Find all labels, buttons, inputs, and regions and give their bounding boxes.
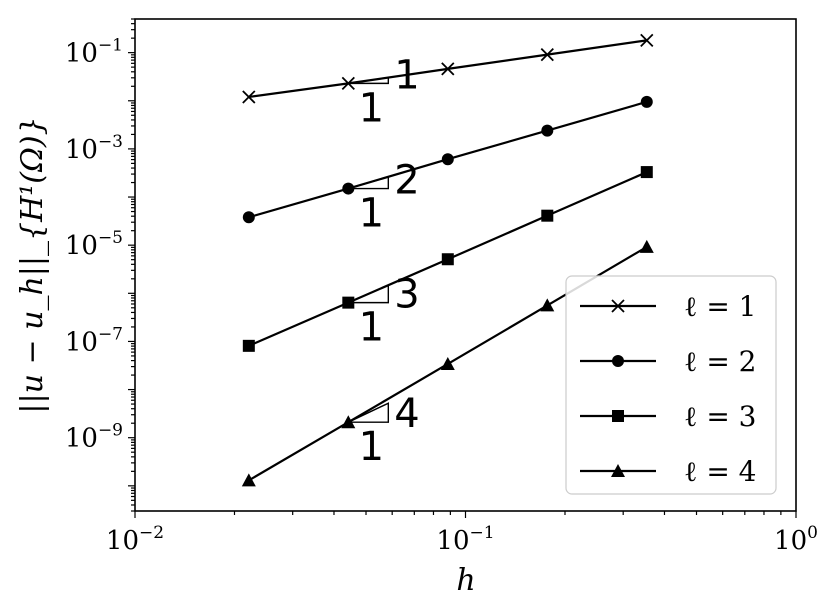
y-tick-label: 10−3	[65, 132, 123, 165]
x-marker-stroke	[611, 299, 625, 313]
legend-marker	[611, 464, 625, 477]
data-point	[540, 298, 555, 312]
legend-items: ℓ = 1 ℓ = 2 ℓ = 3 ℓ = 4	[580, 290, 757, 488]
data-point	[441, 153, 454, 166]
slope-triangle-1: 11	[348, 52, 420, 131]
y-tick-label: 10−1	[65, 36, 123, 69]
legend-item-1: ℓ = 1	[580, 290, 757, 323]
data-point	[441, 62, 455, 76]
series-3	[242, 166, 653, 352]
legend-frame	[565, 275, 777, 495]
y-axis-label: ||u − u_h||_{H¹(Ω)}	[15, 116, 50, 413]
slope-triangle-3: 13	[348, 272, 420, 351]
x-tick-label: 10−1	[436, 523, 494, 556]
legend-item-3: ℓ = 3	[580, 400, 757, 433]
slope-triangle-shape	[348, 402, 390, 423]
data-point	[640, 166, 653, 179]
x-tick-label: 100	[774, 523, 818, 556]
data-point	[640, 95, 653, 108]
slope-triangle-4: 14	[348, 391, 420, 470]
legend-label: ℓ = 2	[684, 345, 757, 378]
slope-rise-label: 1	[394, 52, 419, 98]
data-point	[639, 239, 654, 253]
legend-label: ℓ = 3	[684, 400, 757, 433]
legend: ℓ = 1 ℓ = 2 ℓ = 3 ℓ = 4	[565, 275, 777, 495]
x-marker-stroke	[540, 47, 554, 62]
legend-marker	[612, 355, 624, 367]
data-point	[541, 124, 554, 137]
legend-marker	[611, 299, 625, 313]
x-marker-stroke	[242, 90, 256, 104]
slope-triangle-shape	[348, 175, 390, 190]
slope-triangle-shape	[348, 76, 390, 85]
slope-triangle-shape	[348, 284, 390, 304]
y-tick-label: 10−5	[65, 228, 123, 261]
y-tick-label: 10−9	[65, 421, 123, 454]
data-point	[242, 339, 255, 352]
slope-run-label: 1	[359, 305, 384, 351]
data-point	[541, 209, 554, 222]
data-point	[441, 253, 454, 266]
slope-run-label: 1	[359, 85, 384, 131]
axis-ticks	[128, 18, 797, 518]
data-point	[242, 211, 255, 224]
data-point	[640, 33, 654, 47]
x-axis-label: h	[456, 563, 475, 598]
legend-label: ℓ = 1	[684, 290, 757, 323]
axis-tick-labels: 10−2 10−1 100 10−9 10−7 10−5 10−3 10−1	[65, 36, 818, 556]
legend-item-2: ℓ = 2	[580, 345, 757, 378]
data-point	[440, 356, 455, 370]
slope-rise-label: 3	[394, 272, 419, 318]
slope-run-label: 1	[359, 191, 384, 237]
x-marker-stroke	[441, 62, 455, 76]
slope-rise-label: 2	[394, 158, 419, 204]
series-1	[242, 33, 654, 104]
y-tick-label: 10−7	[65, 324, 123, 357]
x-tick-label: 10−2	[106, 523, 164, 556]
legend-item-4: ℓ = 4	[580, 455, 757, 488]
legend-label: ℓ = 4	[684, 455, 757, 488]
x-marker-stroke	[640, 33, 654, 47]
slope-run-label: 1	[359, 424, 384, 470]
data-point	[242, 90, 256, 104]
slope-rise-label: 4	[394, 391, 419, 437]
series-2	[242, 95, 653, 224]
series-group	[241, 33, 654, 487]
data-point	[540, 47, 554, 62]
data-point	[241, 473, 256, 487]
slope-triangle-2: 12	[348, 158, 420, 237]
legend-marker	[612, 410, 624, 422]
